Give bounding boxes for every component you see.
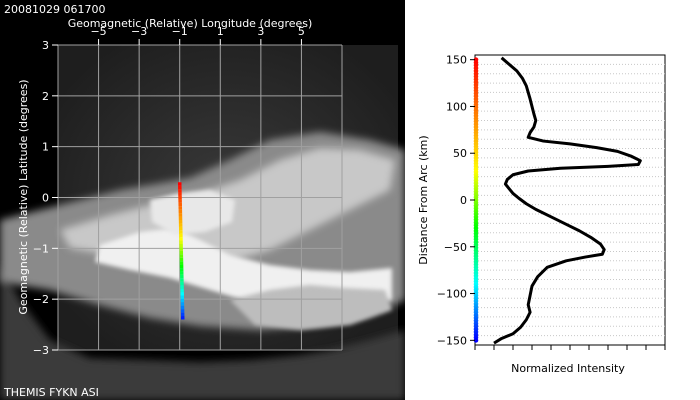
image-y-axis-label: Geomagnetic (Relative) Latitude (degrees…	[17, 79, 30, 314]
distance-colorbar	[473, 57, 479, 343]
image-y-tick-labels: 3 2 1 0 −1 −2 −3	[33, 39, 49, 357]
timestamp: 20081029 061700	[4, 3, 105, 16]
image-x-axis-label: Geomagnetic (Relative) Longitude (degree…	[68, 17, 313, 30]
profile-y-tick-label: 150	[446, 54, 467, 67]
image-x-tick-label: 5	[298, 25, 305, 38]
image-y-tick-label: 2	[42, 90, 49, 103]
horizon-glow	[0, 262, 405, 400]
image-grid	[52, 39, 343, 351]
profile-y-tick-label: −150	[437, 334, 467, 347]
image-y-tick-label: −3	[33, 344, 49, 357]
profile-y-tick-label: −100	[437, 288, 467, 301]
image-x-tick-label: 1	[217, 25, 224, 38]
intensity-profile-line	[493, 56, 642, 345]
image-x-tick-label: −5	[90, 25, 106, 38]
profile-x-ticks	[474, 345, 666, 350]
intensity-profile-panel: 150 100 50 0 −50 −100 −150 Normalized Intensit…	[417, 54, 666, 375]
image-y-tick-label: −1	[33, 242, 49, 255]
profile-y-tick-label: 50	[453, 147, 467, 160]
profile-y-tick-labels: 150 100 50 0 −50 −100 −150	[437, 54, 475, 347]
profile-y-tick-label: 0	[460, 194, 467, 207]
profile-y-axis-label: Distance From Arc (km)	[417, 135, 430, 264]
aurora-bright-tail	[230, 285, 392, 330]
transect-line	[177, 182, 185, 320]
image-y-tick-label: 1	[42, 141, 49, 154]
aurora-image	[0, 45, 405, 400]
sky-image-panel: −5 −3 −1 1 3 5 3 2 1 0 −1 −2 −3 20081029 061700 Geo…	[0, 0, 405, 400]
station-label: THEMIS FYKN ASI	[3, 386, 99, 399]
image-x-tick-label: 3	[257, 25, 264, 38]
profile-x-axis-label: Normalized Intensity	[511, 362, 625, 375]
colorbar-dot	[473, 338, 479, 343]
image-x-tick-label: −1	[172, 25, 188, 38]
profile-y-tick-label: −50	[444, 241, 467, 254]
profile-y-tick-label: 100	[446, 100, 467, 113]
image-x-tick-label: −3	[131, 25, 147, 38]
aurora-bright-core	[150, 190, 235, 235]
image-y-tick-label: 3	[42, 39, 49, 52]
image-y-tick-label: 0	[42, 192, 49, 205]
profile-frame	[474, 54, 666, 346]
image-y-tick-label: −2	[33, 293, 49, 306]
image-x-tick-labels: −5 −3 −1 1 3 5	[90, 25, 304, 38]
